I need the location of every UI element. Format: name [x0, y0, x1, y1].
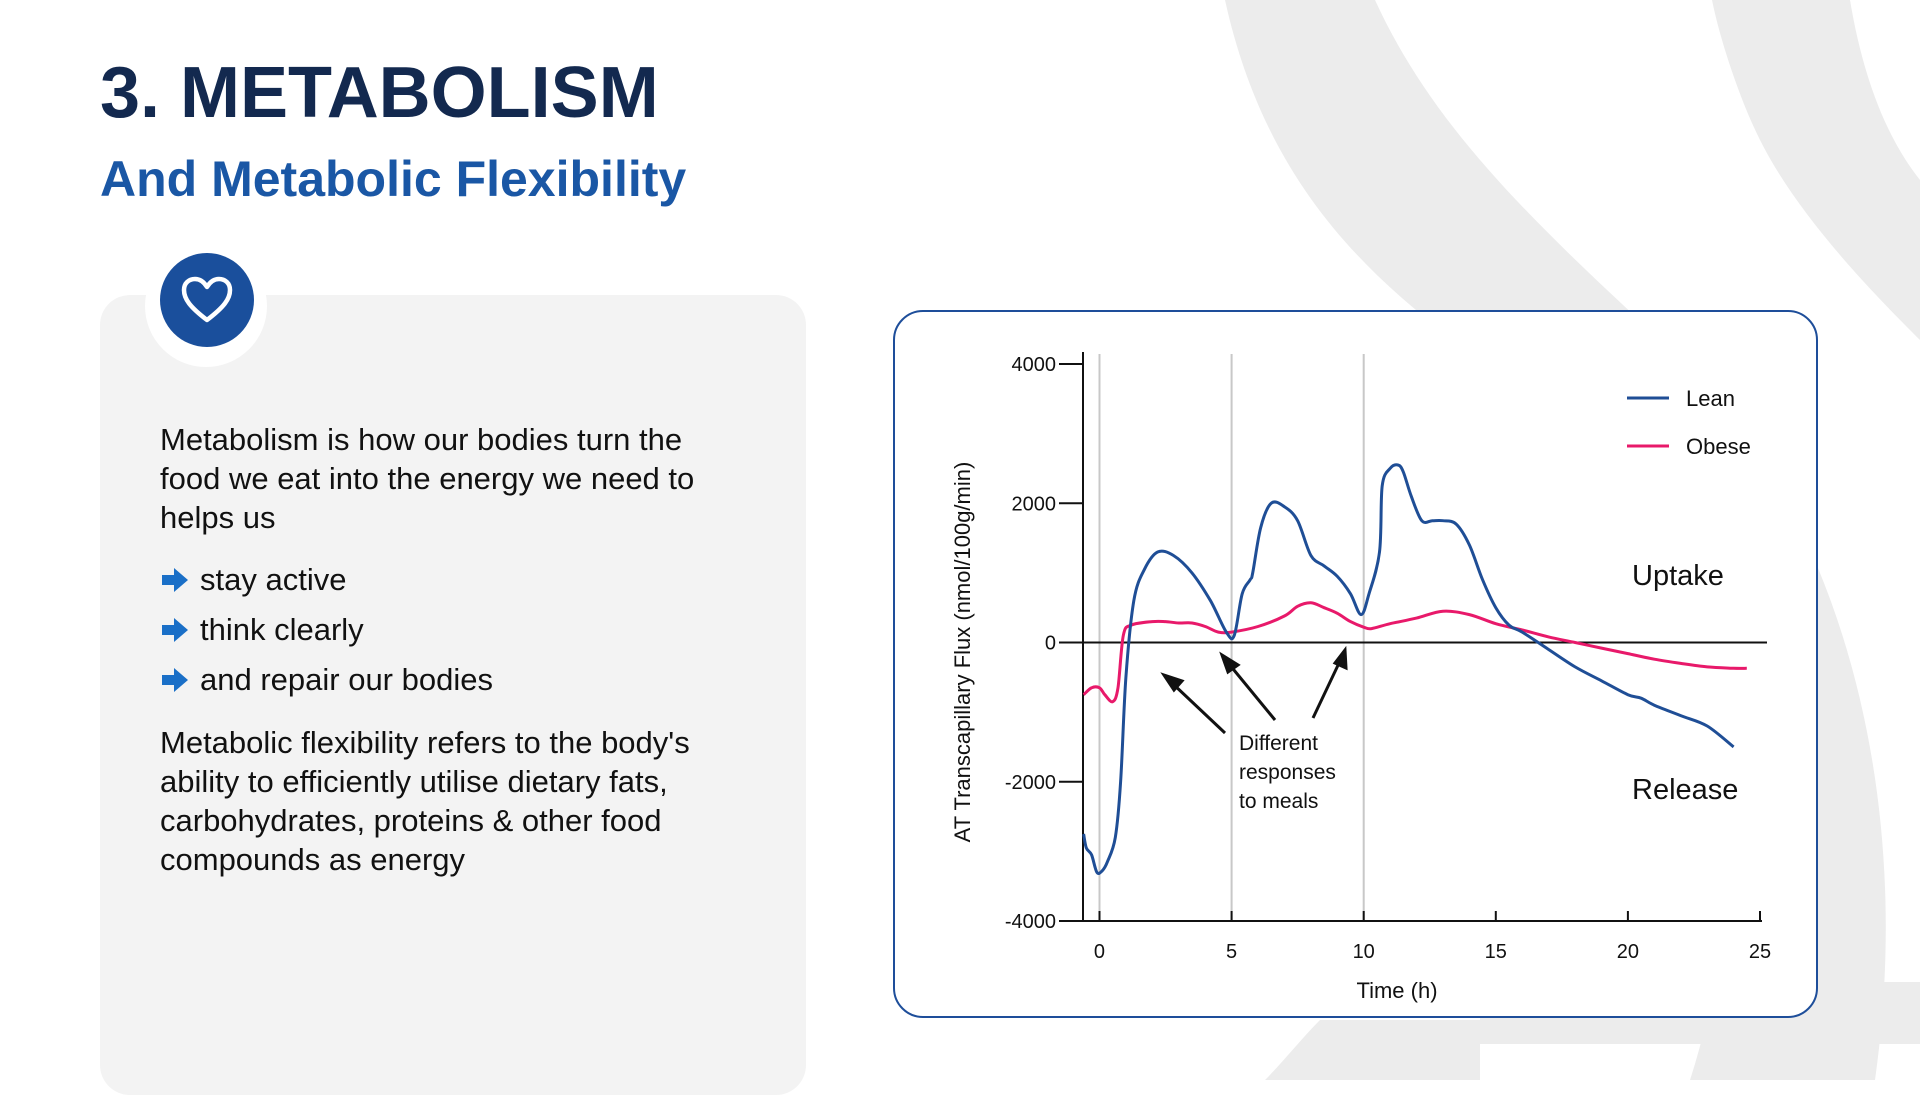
slide-subtitle: And Metabolic Flexibility [100, 151, 687, 207]
benefits-list: stay active think clearly and repair our… [160, 555, 493, 705]
list-item: and repair our bodies [160, 655, 493, 705]
flex-line: Metabolic flexibility refers to the body… [160, 725, 690, 760]
heart-badge [160, 253, 254, 347]
flex-line: ability to efficiently utilise dietary f… [160, 764, 668, 799]
arrow-right-icon [162, 618, 188, 642]
flex-line: compounds as energy [160, 842, 466, 877]
chart-frame [893, 310, 1818, 1018]
bullet-text: and repair our bodies [200, 662, 493, 697]
bullet-text: think clearly [200, 612, 364, 647]
info-card [100, 295, 806, 1095]
heart-icon [181, 276, 233, 323]
metabolism-definition: Metabolism is how our bodies turn the fo… [160, 420, 760, 537]
arrow-right-icon [162, 668, 188, 692]
slide-title: 3. METABOLISM [100, 53, 659, 133]
intro-line: helps us [160, 500, 276, 535]
intro-line: food we eat into the energy we need to [160, 461, 695, 496]
flexibility-definition: Metabolic flexibility refers to the body… [160, 723, 760, 879]
intro-line: Metabolism is how our bodies turn the [160, 422, 683, 457]
arrow-right-icon [162, 568, 188, 592]
bullet-text: stay active [200, 562, 347, 597]
list-item: think clearly [160, 605, 493, 655]
list-item: stay active [160, 555, 493, 605]
flex-line: carbohydrates, proteins & other food [160, 803, 662, 838]
